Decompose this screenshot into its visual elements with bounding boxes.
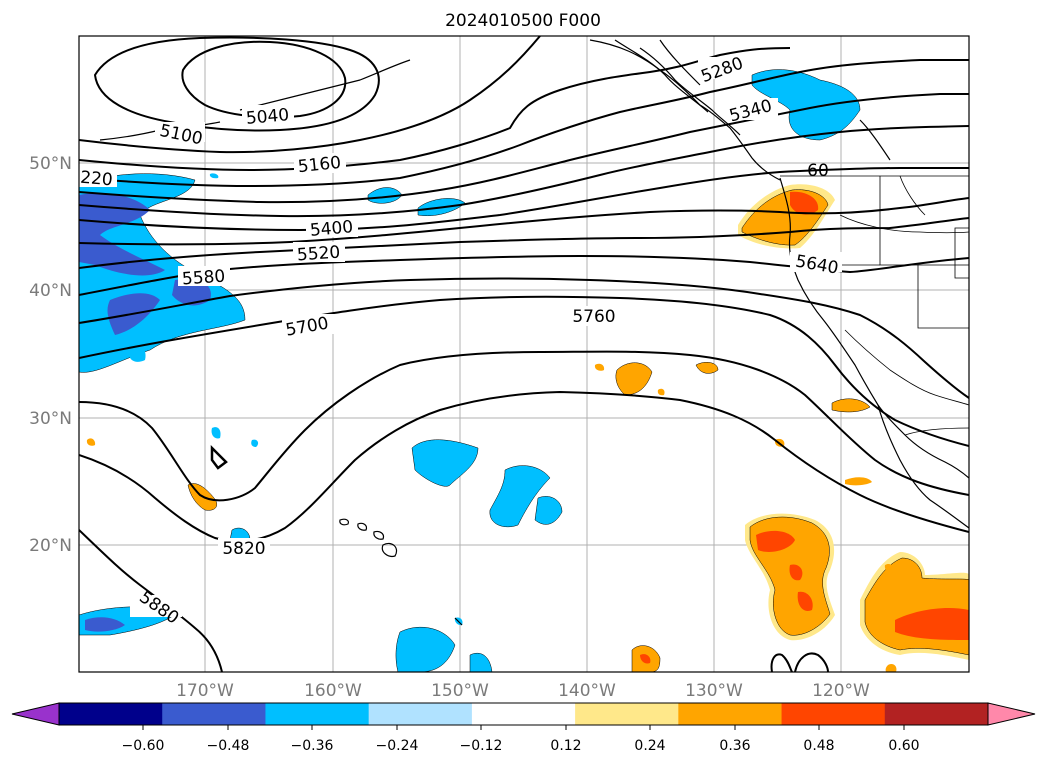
- contour-label-5040: 5040: [245, 105, 290, 129]
- colorbar-frame: [58, 702, 989, 726]
- colorbar-tick-label: −0.12: [460, 738, 503, 754]
- lat-label-40: 40°N: [29, 281, 72, 301]
- colorbar-tick-label: −0.36: [291, 738, 334, 754]
- contour-label-5520: 5520: [296, 243, 341, 266]
- lon-label-120w: 120°W: [812, 681, 870, 701]
- lat-label-20: 20°N: [29, 536, 72, 556]
- colorbar-segment: [575, 703, 679, 725]
- lon-label-160w: 160°W: [304, 681, 362, 701]
- colorbar: −0.60 −0.48 −0.36 −0.24 −0.12 0.12 0.24 …: [11, 702, 1036, 754]
- lat-label-30: 30°N: [29, 409, 72, 429]
- contour-label-backgrounds: [79, 57, 842, 617]
- colorbar-segment: [368, 703, 473, 725]
- contour-label-5820: 5820: [222, 539, 265, 559]
- colorbar-tick-label: 0.60: [888, 738, 919, 754]
- height-contours: [79, 36, 969, 672]
- colorbar-segments: [12, 703, 1035, 725]
- lon-label-130w: 130°W: [685, 681, 743, 701]
- colorbar-segment: [59, 703, 163, 725]
- lon-label-170w: 170°W: [176, 681, 234, 701]
- political-boundaries: [780, 175, 969, 436]
- lat-label-50: 50°N: [29, 154, 72, 174]
- contour-label-5400: 5400: [309, 217, 354, 241]
- colorbar-tick-label: −0.24: [376, 738, 419, 754]
- map-title: 2024010500 F000: [445, 11, 601, 31]
- colorbar-segment: [884, 703, 989, 725]
- longitude-labels: 170°W 160°W 150°W 140°W 130°W 120°W: [176, 681, 870, 701]
- colorbar-segment: [678, 703, 783, 725]
- colorbar-tick-marks: [142, 725, 905, 730]
- colorbar-extension-low: [12, 703, 59, 725]
- colorbar-tick-label: −0.48: [207, 738, 250, 754]
- colorbar-ticks: −0.60 −0.48 −0.36 −0.24 −0.12 0.12 0.24 …: [122, 738, 920, 754]
- colorbar-segment: [781, 703, 886, 725]
- contour-label-5220: 220: [79, 168, 113, 191]
- positive-shading: [86, 184, 969, 672]
- contour-label-5460: 60: [807, 161, 829, 181]
- colorbar-segment: [471, 703, 576, 725]
- lon-label-140w: 140°W: [558, 681, 616, 701]
- lon-label-150w: 150°W: [431, 681, 489, 701]
- colorbar-tick-label: −0.60: [122, 738, 165, 754]
- colorbar-tick-label: 0.12: [550, 738, 581, 754]
- contour-label-5580: 5580: [181, 267, 226, 290]
- colorbar-tick-label: 0.24: [634, 738, 665, 754]
- contour-label-5760: 5760: [572, 307, 615, 327]
- colorbar-segment: [162, 703, 266, 725]
- colorbar-tick-label: 0.36: [719, 738, 750, 754]
- colorbar-extension-high: [988, 703, 1035, 725]
- latitude-labels: 50°N 40°N 30°N 20°N: [29, 154, 72, 556]
- colorbar-tick-label: 0.48: [803, 738, 834, 754]
- map-frame: [78, 35, 970, 673]
- colorbar-segment: [265, 703, 370, 725]
- contour-label-5160: 5160: [297, 153, 342, 177]
